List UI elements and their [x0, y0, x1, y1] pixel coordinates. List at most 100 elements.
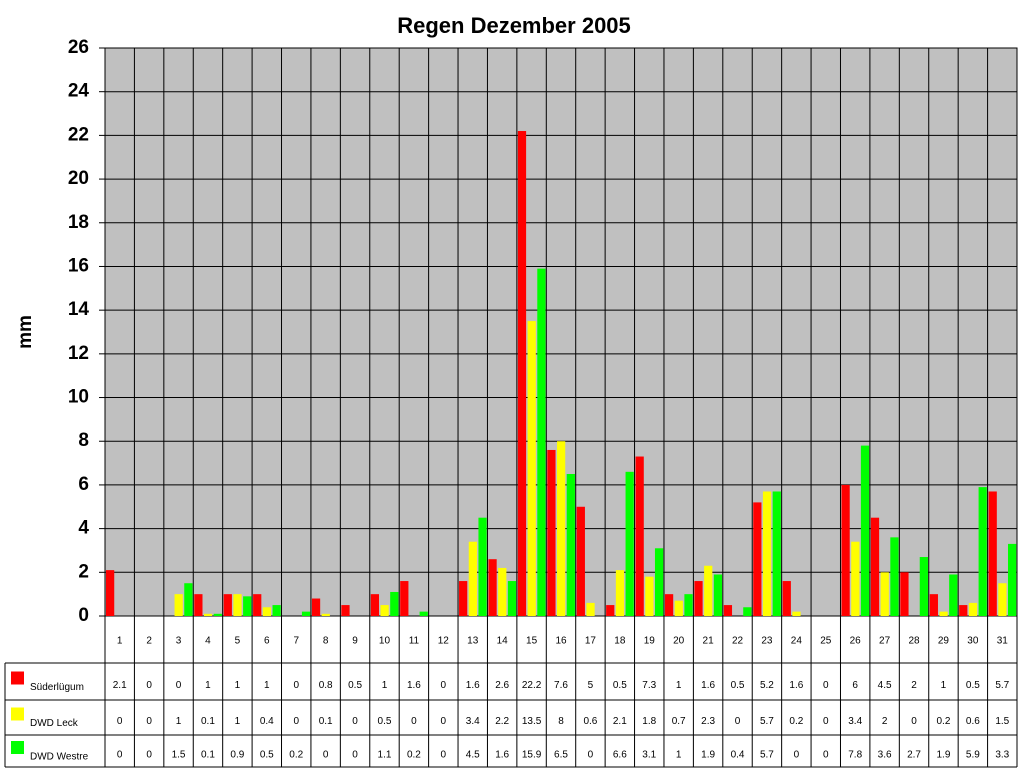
bar: [488, 559, 497, 616]
bar: [213, 613, 222, 616]
bar: [370, 594, 380, 616]
y-tick-label: 0: [78, 605, 89, 626]
table-value: 2.1: [113, 680, 127, 691]
table-value: 0.2: [289, 750, 303, 761]
table-value: 6.5: [554, 750, 568, 761]
table-value: 0.4: [731, 750, 745, 761]
x-tick-label: 22: [732, 636, 744, 647]
table-value: 0.7: [672, 716, 686, 727]
bar: [743, 607, 752, 616]
table-value: 0.5: [348, 680, 362, 691]
x-tick-label: 29: [938, 636, 950, 647]
table-value: 7.8: [848, 750, 862, 761]
bar: [301, 611, 311, 616]
table-value: 7.6: [554, 680, 568, 691]
table-value: 4.5: [878, 680, 892, 691]
table-value: 0.4: [260, 716, 274, 727]
table-value: 1: [205, 680, 211, 691]
table-value: 0.6: [966, 716, 980, 727]
table-value: 0: [293, 680, 299, 691]
bar: [841, 484, 850, 616]
bar: [498, 567, 507, 616]
y-tick-label: 8: [78, 430, 89, 451]
bar: [390, 591, 399, 616]
table-value: 5.9: [966, 750, 980, 761]
table-value: 0: [441, 750, 447, 761]
x-tick-label: 23: [761, 636, 773, 647]
table-value: 0: [823, 750, 829, 761]
legend-label: DWD Leck: [30, 718, 79, 729]
table-value: 15.9: [522, 750, 542, 761]
x-tick-label: 27: [879, 636, 891, 647]
bar: [174, 594, 183, 616]
x-tick-label: 6: [264, 636, 270, 647]
table-value: 1: [176, 716, 182, 727]
bar: [547, 449, 556, 616]
x-tick-label: 14: [497, 636, 509, 647]
y-tick-label: 14: [68, 299, 90, 320]
x-tick-label: 7: [293, 636, 299, 647]
table-value: 2.7: [907, 750, 921, 761]
bar: [586, 602, 595, 616]
table-value: 1: [676, 750, 682, 761]
table-value: 1.6: [466, 680, 480, 691]
table-value: 1.1: [378, 750, 392, 761]
legend-label: Süderlügum: [30, 682, 84, 693]
table-value: 1.6: [701, 680, 715, 691]
table-value: 0: [117, 750, 123, 761]
x-tick-label: 28: [908, 636, 920, 647]
table-value: 1.9: [701, 750, 715, 761]
y-tick-label: 10: [68, 387, 89, 408]
x-tick-label: 5: [235, 636, 241, 647]
bar: [341, 605, 350, 616]
x-tick-label: 17: [585, 636, 597, 647]
bar: [419, 611, 428, 616]
table-value: 0.2: [936, 716, 950, 727]
bar: [478, 517, 487, 616]
table-value: 1.5: [995, 716, 1009, 727]
bar: [606, 605, 615, 616]
table-value: 0: [352, 750, 358, 761]
y-tick-label: 4: [78, 518, 89, 539]
table-value: 3.4: [848, 716, 862, 727]
table-value: 0.5: [966, 680, 980, 691]
table-value: 0.2: [407, 750, 421, 761]
table-value: 1: [235, 716, 241, 727]
x-tick-label: 2: [146, 636, 152, 647]
bar: [988, 491, 997, 616]
bar: [919, 557, 928, 616]
table-value: 6: [852, 680, 858, 691]
y-tick-label: 24: [68, 81, 90, 102]
bar: [772, 491, 781, 616]
bar: [762, 491, 772, 616]
table-value: 0: [441, 680, 447, 691]
legend-label: DWD Westre: [30, 752, 89, 763]
table-value: 6.6: [613, 750, 627, 761]
x-tick-label: 12: [438, 636, 450, 647]
x-tick-label: 9: [352, 636, 358, 647]
y-axis-label: mm: [15, 315, 36, 349]
table-value: 3.4: [466, 716, 480, 727]
x-tick-label: 15: [526, 636, 538, 647]
bar: [380, 605, 389, 616]
bar: [635, 456, 644, 616]
bar: [184, 583, 193, 616]
bar: [1007, 543, 1017, 616]
table-value: 8: [558, 716, 564, 727]
bar: [684, 594, 693, 616]
table-value: 0: [411, 716, 417, 727]
table-value: 0: [146, 750, 152, 761]
bar: [194, 594, 203, 616]
y-tick-label: 16: [68, 255, 89, 276]
table-value: 1: [382, 680, 388, 691]
bar: [782, 581, 791, 616]
x-tick-label: 10: [379, 636, 391, 647]
x-tick-label: 21: [703, 636, 715, 647]
bar: [576, 506, 585, 616]
x-tick-label: 19: [644, 636, 656, 647]
table-value: 0.1: [319, 716, 333, 727]
bar: [507, 581, 517, 616]
table-value: 0: [117, 716, 123, 727]
x-tick-label: 16: [555, 636, 567, 647]
table-value: 0.2: [789, 716, 803, 727]
